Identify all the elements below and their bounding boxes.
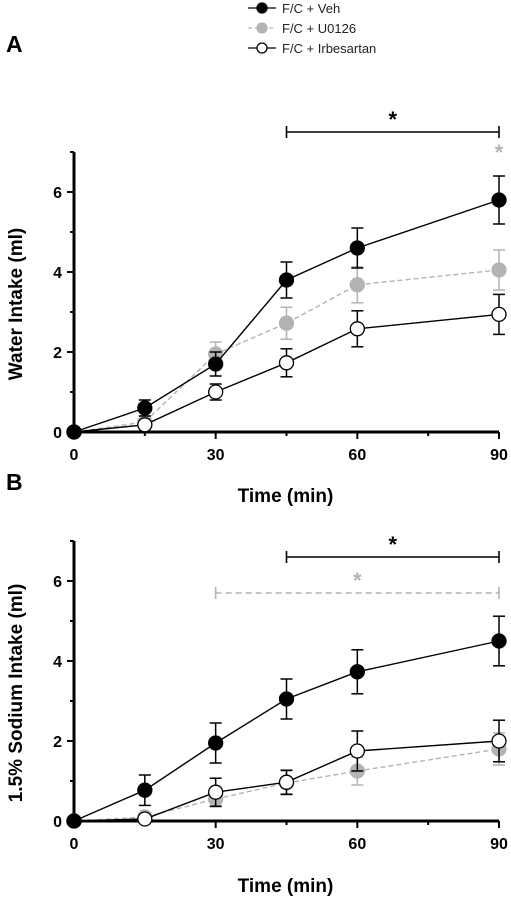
legend-label: F/C + Veh (282, 1, 340, 16)
x-tick-label: 60 (348, 836, 366, 853)
legend-marker (256, 22, 268, 34)
x-tick-label: 0 (70, 836, 79, 853)
significance-marker: * (214, 568, 500, 599)
data-point (349, 743, 365, 759)
data-point (137, 782, 153, 798)
legend-marker (256, 42, 268, 54)
x-tick-label: 90 (490, 836, 508, 853)
x-axis-title: Time (min) (238, 876, 334, 897)
data-point (208, 356, 224, 372)
data-point (208, 384, 224, 400)
significance-marker: * (285, 532, 500, 563)
data-point (491, 633, 507, 649)
series-line (73, 199, 500, 433)
x-tick-label: 30 (207, 447, 225, 464)
series-line (73, 748, 500, 822)
legend-entry: F/C + Veh (248, 1, 340, 16)
legend-label: F/C + Irbesartan (282, 41, 376, 56)
data-point (349, 321, 365, 337)
series-0 (66, 175, 507, 440)
y-tick-label: 6 (53, 185, 62, 202)
y-tick-label: 0 (53, 425, 62, 442)
significance-marker: * (495, 140, 504, 165)
data-point (137, 417, 153, 433)
series-line (73, 740, 500, 822)
legend-entry: F/C + U0126 (248, 21, 356, 36)
series-line (73, 640, 500, 822)
data-point (278, 315, 295, 331)
data-point (278, 774, 295, 790)
x-axis-title: Time (min) (238, 486, 334, 507)
data-point (278, 691, 295, 707)
data-point (137, 400, 153, 416)
panel-label: A (6, 31, 23, 57)
y-tick-label: 0 (53, 814, 62, 831)
data-point (137, 811, 153, 827)
legend-entry: F/C + Irbesartan (248, 41, 376, 56)
panel-label: B (6, 469, 23, 495)
significance-star: * (388, 532, 397, 557)
data-point (208, 735, 224, 751)
x-tick-label: 90 (490, 447, 508, 464)
x-tick-label: 30 (207, 836, 225, 853)
data-point (491, 306, 507, 323)
series-line (73, 269, 500, 433)
series-line (73, 313, 500, 433)
y-tick-label: 2 (53, 734, 62, 751)
significance-marker: * (285, 107, 500, 138)
legend-label: F/C + U0126 (282, 21, 356, 36)
x-tick-label: 0 (70, 447, 79, 464)
data-point (208, 784, 224, 800)
data-point (349, 277, 365, 293)
data-point (278, 272, 295, 288)
data-point (66, 813, 82, 829)
y-tick-label: 4 (53, 265, 62, 282)
data-point (491, 192, 507, 208)
legend-marker (256, 2, 268, 14)
data-point (66, 424, 82, 440)
y-axis-title: 1.5% Sodium Intake (ml) (6, 584, 27, 803)
data-point (491, 733, 507, 749)
x-tick-label: 60 (348, 447, 366, 464)
series-0 (66, 615, 507, 829)
y-axis-title: Water Intake (ml) (6, 228, 27, 380)
significance-star: * (495, 140, 504, 165)
y-tick-label: 4 (53, 654, 62, 671)
data-point (491, 262, 507, 278)
y-tick-label: 6 (53, 574, 62, 591)
data-point (349, 664, 365, 680)
data-point (349, 240, 365, 256)
significance-star: * (388, 107, 397, 132)
significance-star: * (353, 568, 362, 593)
data-point (278, 355, 295, 371)
series-2 (66, 719, 507, 829)
y-tick-label: 2 (53, 345, 62, 362)
